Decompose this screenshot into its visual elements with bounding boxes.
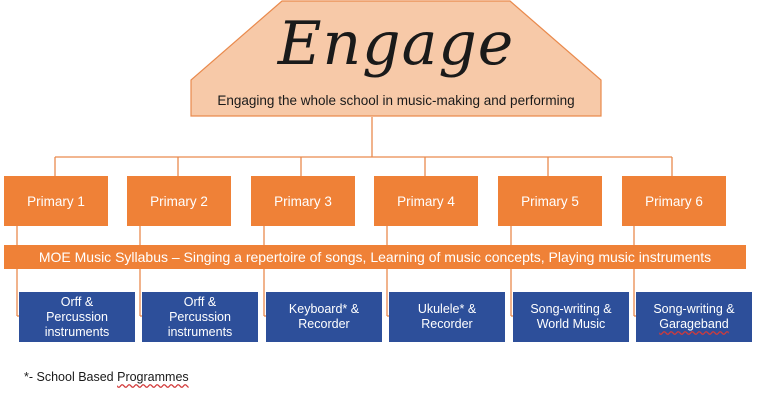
program-line: Percussion xyxy=(169,309,231,324)
program-line: Percussion xyxy=(46,309,108,324)
program-box-primary-3: Keyboard* & Recorder xyxy=(266,292,382,342)
grade-box-primary-4: Primary 4 xyxy=(374,176,478,226)
footnote-prefix: *- School Based xyxy=(24,370,118,384)
footnote-word: Programmes xyxy=(117,370,189,384)
program-line: Song-writing & xyxy=(530,302,612,316)
program-line: Orff & xyxy=(183,294,217,309)
grade-box-primary-2: Primary 2 xyxy=(127,176,231,226)
program-line: Recorder xyxy=(421,317,473,331)
footnote: *- School Based Programmes xyxy=(24,370,189,384)
engage-subtitle: Engaging the whole school in music-makin… xyxy=(217,93,575,108)
program-line: Orff & xyxy=(60,294,94,309)
grade-box-primary-1: Primary 1 xyxy=(4,176,108,226)
program-line: World Music xyxy=(536,317,606,331)
grade-box-primary-3: Primary 3 xyxy=(251,176,355,226)
program-box-primary-4: Ukulele* & Recorder xyxy=(389,292,505,342)
program-line: instruments xyxy=(44,324,110,339)
program-line: Keyboard* & xyxy=(288,302,360,316)
program-box-primary-5: Song-writing & World Music xyxy=(513,292,629,342)
program-line: Recorder xyxy=(298,317,350,331)
grade-box-primary-6: Primary 6 xyxy=(622,176,726,226)
program-line: instruments xyxy=(167,324,233,339)
program-line: Song-writing & xyxy=(653,302,735,316)
engage-title: Engage xyxy=(277,9,515,79)
grade-box-primary-5: Primary 5 xyxy=(498,176,602,226)
program-line: Ukulele* & xyxy=(417,302,477,316)
program-line-spellcheck: Garageband xyxy=(659,317,729,331)
program-box-primary-2: Orff & Percussion instruments xyxy=(142,292,258,342)
program-box-primary-6: Song-writing & Garageband xyxy=(636,292,752,342)
syllabus-bar: MOE Music Syllabus – Singing a repertoir… xyxy=(4,245,746,269)
program-box-primary-1: Orff & Percussion instruments xyxy=(19,292,135,342)
header-trapezoid xyxy=(190,0,602,117)
